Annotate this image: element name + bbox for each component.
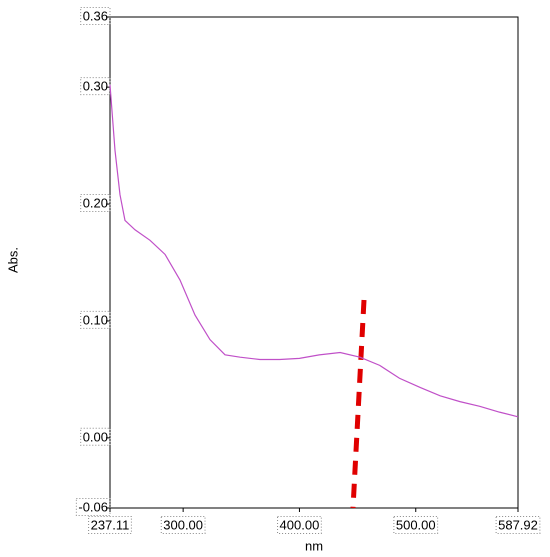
x-tick-label: 587.92 <box>498 517 538 532</box>
y-tick-label-box <box>80 77 111 96</box>
y-tick-label-box <box>80 427 111 446</box>
y-tick-label: -0.06 <box>78 499 108 514</box>
x-tick-label: 500.00 <box>396 517 436 532</box>
x-tick-label-box <box>495 515 541 534</box>
y-tick-label-box <box>80 310 111 329</box>
y-tick-label: 0.00 <box>83 429 108 444</box>
x-tick-label-box <box>160 515 206 534</box>
y-tick-label: 0.20 <box>83 195 108 210</box>
x-tick-label-box <box>88 515 132 534</box>
x-axis-label: nm <box>305 538 323 553</box>
y-axis-label: Abs. <box>5 247 20 273</box>
annotation-line <box>350 299 367 509</box>
y-tick-label-box <box>75 497 111 516</box>
y-tick-label-box <box>80 6 111 25</box>
x-tick-label-box <box>277 515 322 534</box>
x-tick-label-box <box>393 515 439 534</box>
y-tick-label: 0.30 <box>83 79 108 94</box>
plot-frame <box>109 16 519 509</box>
y-tick-label: 0.36 <box>83 8 108 23</box>
spectrum-line <box>109 84 519 418</box>
y-tick-label: 0.10 <box>83 312 108 327</box>
x-tick-label: 237.11 <box>91 517 130 532</box>
x-tick-label: 400.00 <box>280 517 320 532</box>
x-tick-label: 300.00 <box>163 517 203 532</box>
y-tick-label-box <box>80 193 111 212</box>
